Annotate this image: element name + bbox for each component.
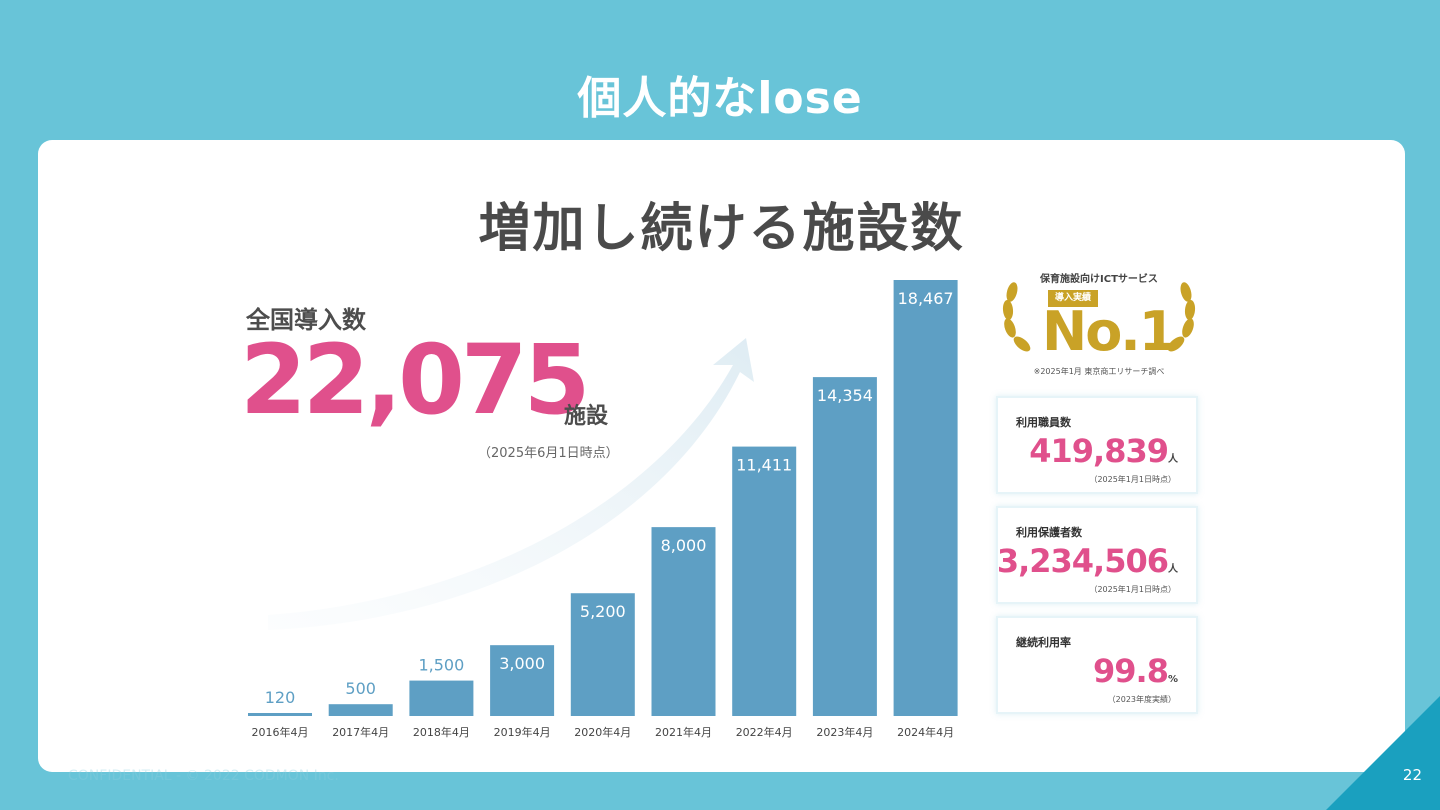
x-tick-label: 2022年4月 [736, 725, 793, 739]
stat-unit: % [1167, 674, 1178, 685]
bar-2019年4月 [490, 645, 555, 716]
bar-2023年4月 [812, 377, 877, 716]
stat-value: 419,839 [1029, 432, 1169, 470]
total-installs-label: 全国導入数 [246, 306, 366, 334]
award-header: 保育施設向けICTサービス [1040, 274, 1158, 285]
page-heading: 増加し続ける施設数 [478, 199, 965, 259]
bar-2020年4月 [570, 593, 635, 716]
stat-value: 3,234,506 [996, 542, 1169, 580]
slide-title: 個人的なlose [577, 73, 863, 124]
x-tick-label: 2020年4月 [574, 725, 631, 739]
award-note: ※2025年1月 東京商工リサーチ調べ [1033, 367, 1165, 376]
stat-note: （2025年1月1日時点） [1089, 585, 1176, 594]
chart-area: 120 2016年4月 500 2017年4月 1,500 2018年4月 3,000 201… [228, 270, 968, 750]
total-installs-unit: 施設 [564, 404, 609, 429]
stat-card-retention: 継続利用率 99.8% （2023年度実績） [996, 616, 1198, 714]
stat-unit: 人 [1168, 454, 1178, 465]
x-tick-label: 2024年4月 [897, 725, 954, 739]
stat-card-staff: 利用職員数 419,839人 （2025年1月1日時点） [996, 396, 1198, 494]
bar-value-label: 1,500 [418, 656, 464, 675]
total-installs-value: 22,075 [240, 324, 590, 436]
x-tick-label: 2021年4月 [655, 725, 712, 739]
stat-note: （2023年度実績） [1107, 695, 1176, 704]
stat-card-guardians: 利用保護者数 3,234,506人 （2025年1月1日時点） [996, 506, 1198, 604]
bar-chart: 120 2016年4月 500 2017年4月 1,500 2018年4月 3,000 201… [248, 280, 958, 739]
stat-label: 利用保護者数 [1016, 526, 1082, 539]
bar-2024年4月 [893, 280, 958, 716]
bar-value-label: 3,000 [499, 654, 545, 673]
bar-2017年4月 [328, 704, 393, 716]
laurel-icon [1002, 282, 1196, 352]
bar-2016年4月 [248, 713, 312, 716]
growth-arrow-decoration [268, 338, 754, 630]
page-number: 22 [1402, 766, 1422, 784]
stat-value: 99.8 [1093, 652, 1169, 690]
bar-value-label: 500 [345, 679, 376, 698]
bar-value-label: 8,000 [661, 536, 707, 555]
x-tick-label: 2023年4月 [816, 725, 873, 739]
bar-value-label: 14,354 [817, 386, 873, 405]
confidential-footer: CONFIDENTIAL - © 2022 CODMON Inc. [68, 768, 339, 784]
award-ribbon: 導入実績 [1048, 290, 1098, 307]
x-tick-label: 2019年4月 [494, 725, 551, 739]
x-tick-label: 2017年4月 [332, 725, 389, 739]
bar-2022年4月 [732, 446, 797, 716]
award-badge: 保育施設向けICTサービス 導入実績 No.1 ※2025年1月 東京商工リサー… [996, 268, 1202, 384]
bar-2021年4月 [651, 527, 716, 716]
bar-2018年4月 [409, 680, 474, 716]
bar-value-label: 120 [265, 688, 296, 707]
award-rank: No.1 [1042, 300, 1176, 363]
stat-unit: 人 [1168, 564, 1178, 575]
x-tick-label: 2018年4月 [413, 725, 470, 739]
total-installs-note: （2025年6月1日時点） [478, 446, 619, 461]
stat-label: 継続利用率 [1016, 636, 1071, 649]
stat-label: 利用職員数 [1016, 416, 1071, 429]
bar-value-label: 11,411 [736, 456, 792, 475]
content-card: 増加し続ける施設数 120 2016年4月 500 2017年4月 1,500 2018年… [38, 140, 1405, 772]
stat-note: （2025年1月1日時点） [1089, 475, 1176, 484]
bar-value-label: 18,467 [898, 289, 954, 308]
bar-value-label: 5,200 [580, 602, 626, 621]
x-tick-label: 2016年4月 [252, 725, 309, 739]
